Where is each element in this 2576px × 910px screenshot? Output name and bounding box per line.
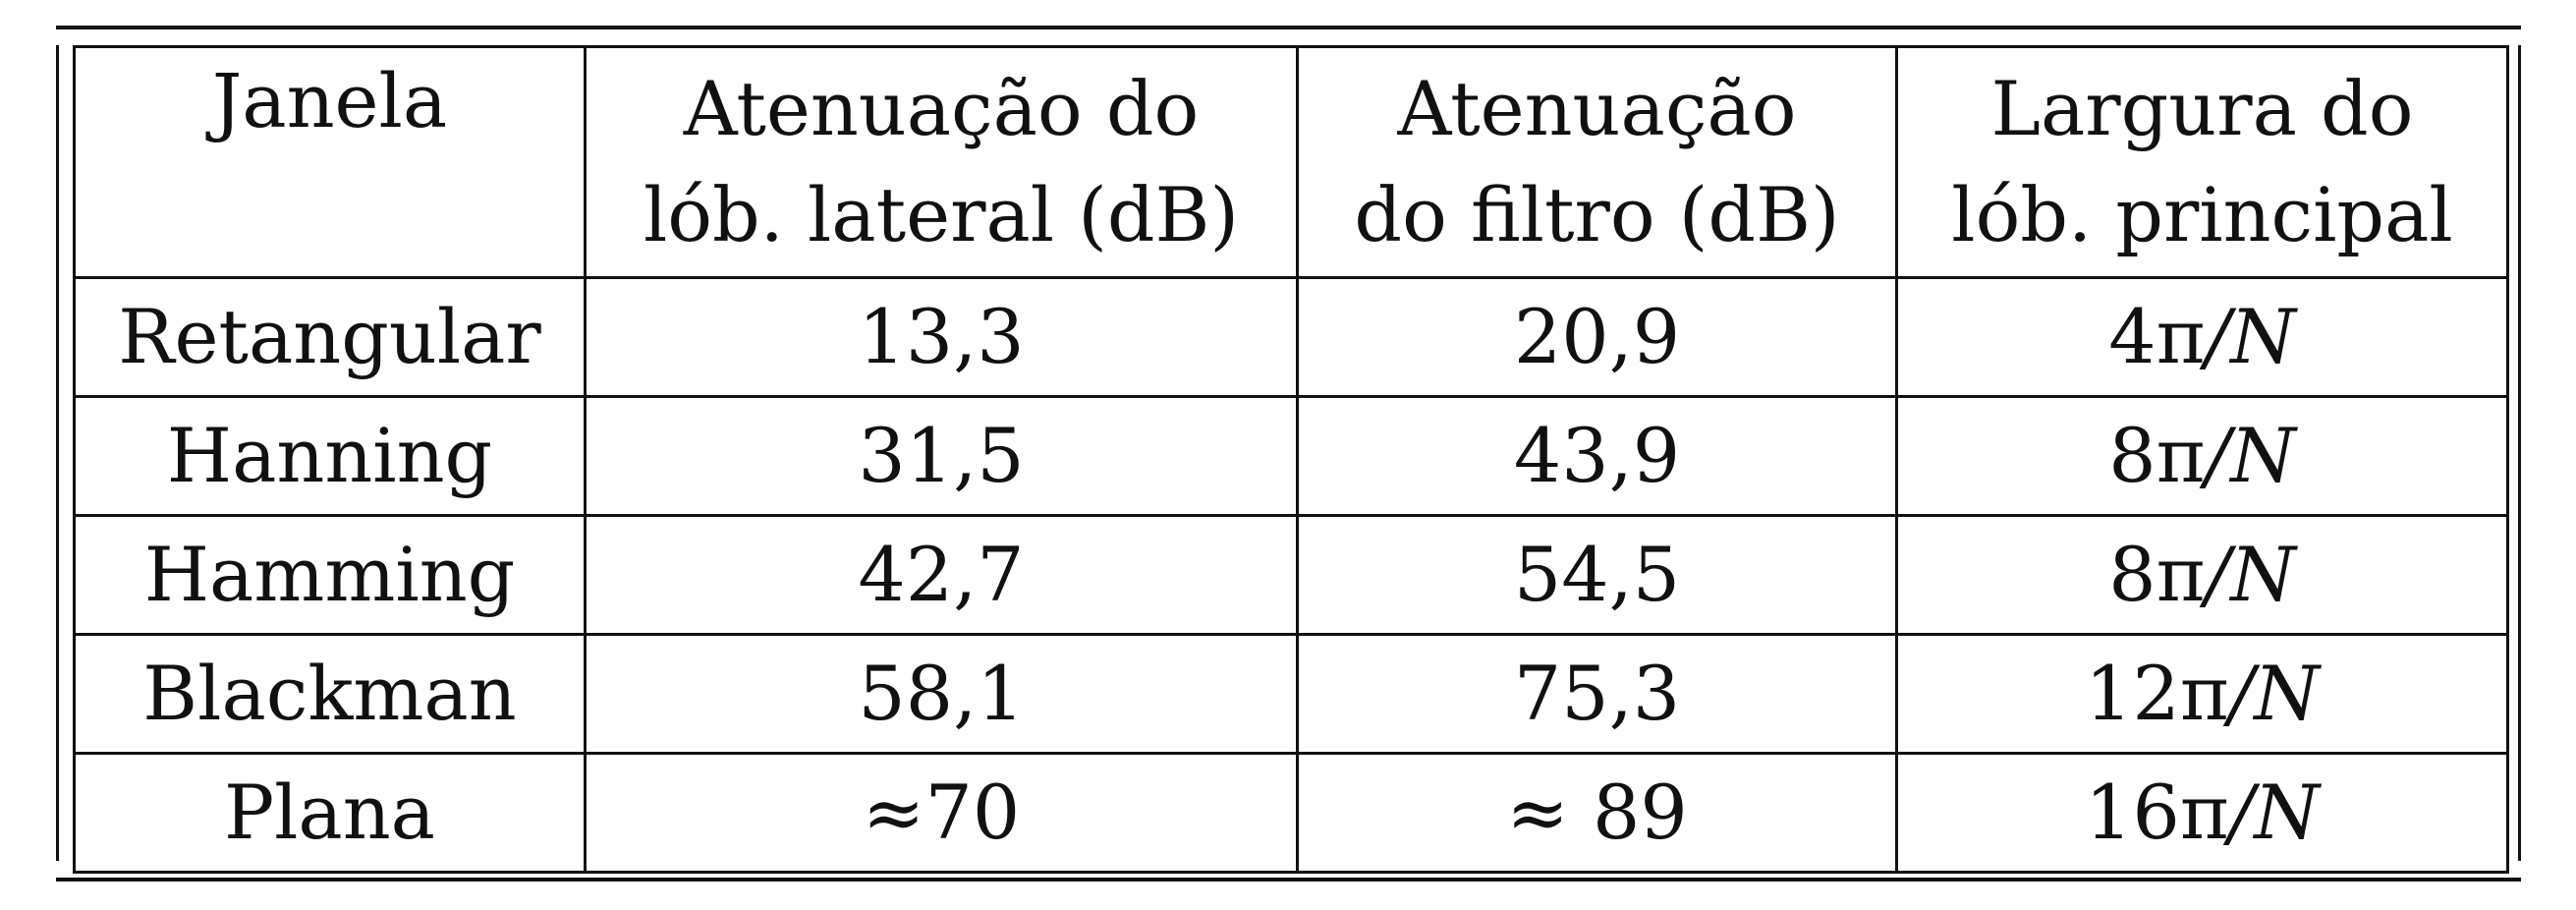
largura-div: /N — [2228, 768, 2320, 856]
largura-div: /N — [2205, 531, 2296, 618]
window-comparison-table: Janela Atenuação do lób. lateral (dB) At… — [56, 45, 2521, 874]
cell-lob-lateral: 58,1 — [584, 633, 1299, 755]
right-outer-border — [2518, 45, 2521, 861]
cell-lob-lateral: 42,7 — [584, 514, 1299, 636]
cell-janela: Blackman — [73, 633, 587, 755]
cell-filtro: 20,9 — [1296, 276, 1898, 398]
header-filtro-line1: Atenuação — [1397, 65, 1797, 152]
cell-largura: 16π/N — [1895, 752, 2509, 874]
cell-janela: Plana — [73, 752, 587, 874]
cell-filtro: 43,9 — [1296, 395, 1898, 517]
largura-coef: 8π — [2108, 531, 2206, 618]
cell-lob-lateral: 31,5 — [584, 395, 1299, 517]
cell-filtro: ≈ 89 — [1296, 752, 1898, 874]
header-lob-lateral-line2: lób. lateral (dB) — [643, 171, 1240, 258]
cell-largura: 12π/N — [1895, 633, 2509, 755]
header-filtro-line2: do filtro (dB) — [1354, 171, 1840, 258]
cell-janela: Hanning — [73, 395, 587, 517]
largura-coef: 4π — [2108, 293, 2206, 380]
largura-div: /N — [2205, 412, 2296, 499]
header-lob-lateral-line1: Atenuação do — [683, 65, 1200, 152]
largura-div: /N — [2228, 650, 2320, 737]
top-rule — [56, 26, 2521, 29]
header-largura: Largura do lób. principal — [1895, 45, 2509, 279]
largura-coef: 12π — [2085, 650, 2229, 737]
bottom-rule — [56, 878, 2521, 882]
header-filtro: Atenuação do filtro (dB) — [1296, 45, 1898, 279]
largura-coef: 16π — [2085, 768, 2229, 856]
header-janela-line1: Janela — [211, 57, 448, 144]
cell-janela: Retangular — [73, 276, 587, 398]
header-row: Janela Atenuação do lób. lateral (dB) At… — [73, 45, 2509, 279]
cell-janela: Hamming — [73, 514, 587, 636]
header-largura-line2: lób. principal — [1951, 171, 2453, 258]
largura-div: /N — [2205, 293, 2296, 380]
table-row: Hamming 42,7 54,5 8π/N — [73, 514, 2509, 636]
cell-filtro: 75,3 — [1296, 633, 1898, 755]
window-table: Janela Atenuação do lób. lateral (dB) At… — [73, 45, 2509, 874]
table-row: Hanning 31,5 43,9 8π/N — [73, 395, 2509, 517]
cell-lob-lateral: 13,3 — [584, 276, 1299, 398]
header-largura-line1: Largura do — [1990, 65, 2414, 152]
cell-lob-lateral: ≈70 — [584, 752, 1299, 874]
table-row: Blackman 58,1 75,3 12π/N — [73, 633, 2509, 755]
cell-largura: 4π/N — [1895, 276, 2509, 398]
cell-largura: 8π/N — [1895, 395, 2509, 517]
largura-coef: 8π — [2108, 412, 2206, 499]
cell-filtro: 54,5 — [1296, 514, 1898, 636]
header-janela-line2 — [76, 154, 584, 260]
table-row: Retangular 13,3 20,9 4π/N — [73, 276, 2509, 398]
header-lob-lateral: Atenuação do lób. lateral (dB) — [584, 45, 1299, 279]
table-row: Plana ≈70 ≈ 89 16π/N — [73, 752, 2509, 874]
left-outer-border — [56, 45, 59, 861]
cell-largura: 8π/N — [1895, 514, 2509, 636]
header-janela: Janela — [73, 45, 587, 279]
